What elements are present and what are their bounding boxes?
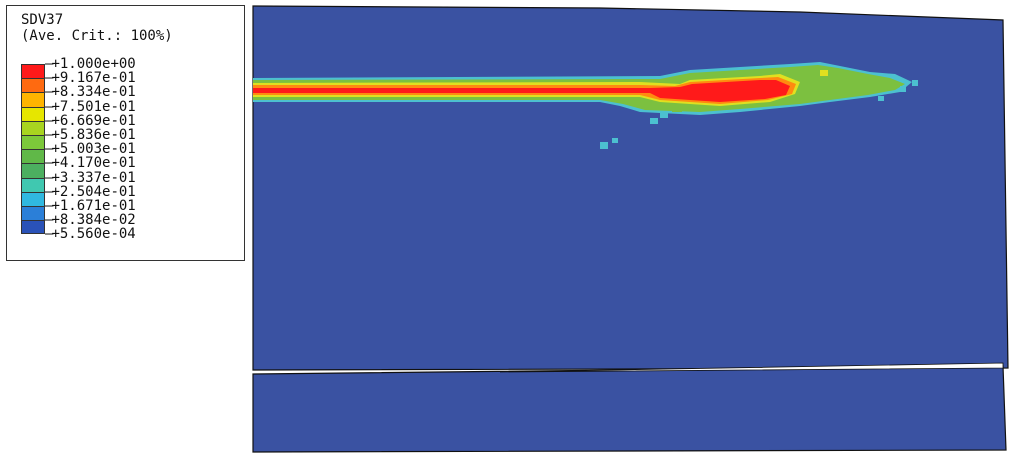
legend-variable-name: SDV37 [21,12,64,28]
legend-tick-label: +5.560e-04 [45,227,135,241]
legend-color-swatch [22,78,44,93]
upper-body-region [252,5,1009,371]
legend-tick-label: +6.669e-01 [45,114,135,128]
legend-tick-label: +8.384e-02 [45,213,135,227]
legend-color-swatch [22,220,44,235]
legend-color-swatch [22,191,44,206]
damage-spot [650,118,658,124]
legend-tick-label: +2.504e-01 [45,184,135,198]
lower-body-region [252,365,1007,453]
legend-color-swatch [22,134,44,150]
crack-core [253,80,790,102]
damage-spot [612,138,618,143]
damage-spot [660,112,668,118]
legend-tick-label: +3.337e-01 [45,170,135,184]
legend-color-scale [21,64,45,235]
legend-panel: SDV37 (Ave. Crit.: 100%) +1.000e+00+9.16… [6,5,245,261]
legend-color-swatch [22,106,44,121]
damage-spot [912,80,918,86]
damage-spot [672,106,682,112]
damage-spot [900,86,906,92]
legend-color-swatch [22,120,44,135]
interface-gap [499,362,1004,373]
legend-tick-label: +5.836e-01 [45,128,135,142]
damage-band [253,62,918,149]
legend-averaging-criterion: (Ave. Crit.: 100%) [21,28,173,44]
legend-tick-label: +4.170e-01 [45,156,135,170]
legend-tick-label: +1.000e+00 [45,57,135,71]
legend-tick-label: +7.501e-01 [45,99,135,113]
legend-tick-labels: +1.000e+00+9.167e-01+8.334e-01+7.501e-01… [45,57,135,242]
legend-color-swatch [22,205,44,221]
damage-spot [820,70,828,76]
legend-tick-label: +8.334e-01 [45,85,135,99]
legend-color-swatch [22,149,44,164]
legend-color-swatch [22,92,44,107]
legend-color-swatch [22,177,44,192]
legend-tick-label: +1.671e-01 [45,199,135,213]
legend-tick-label: +5.003e-01 [45,142,135,156]
damage-spot [878,96,884,101]
legend-color-swatch [22,64,44,79]
legend-color-swatch [22,163,44,178]
legend-tick-label: +9.167e-01 [45,71,135,85]
damage-spot [600,142,608,149]
